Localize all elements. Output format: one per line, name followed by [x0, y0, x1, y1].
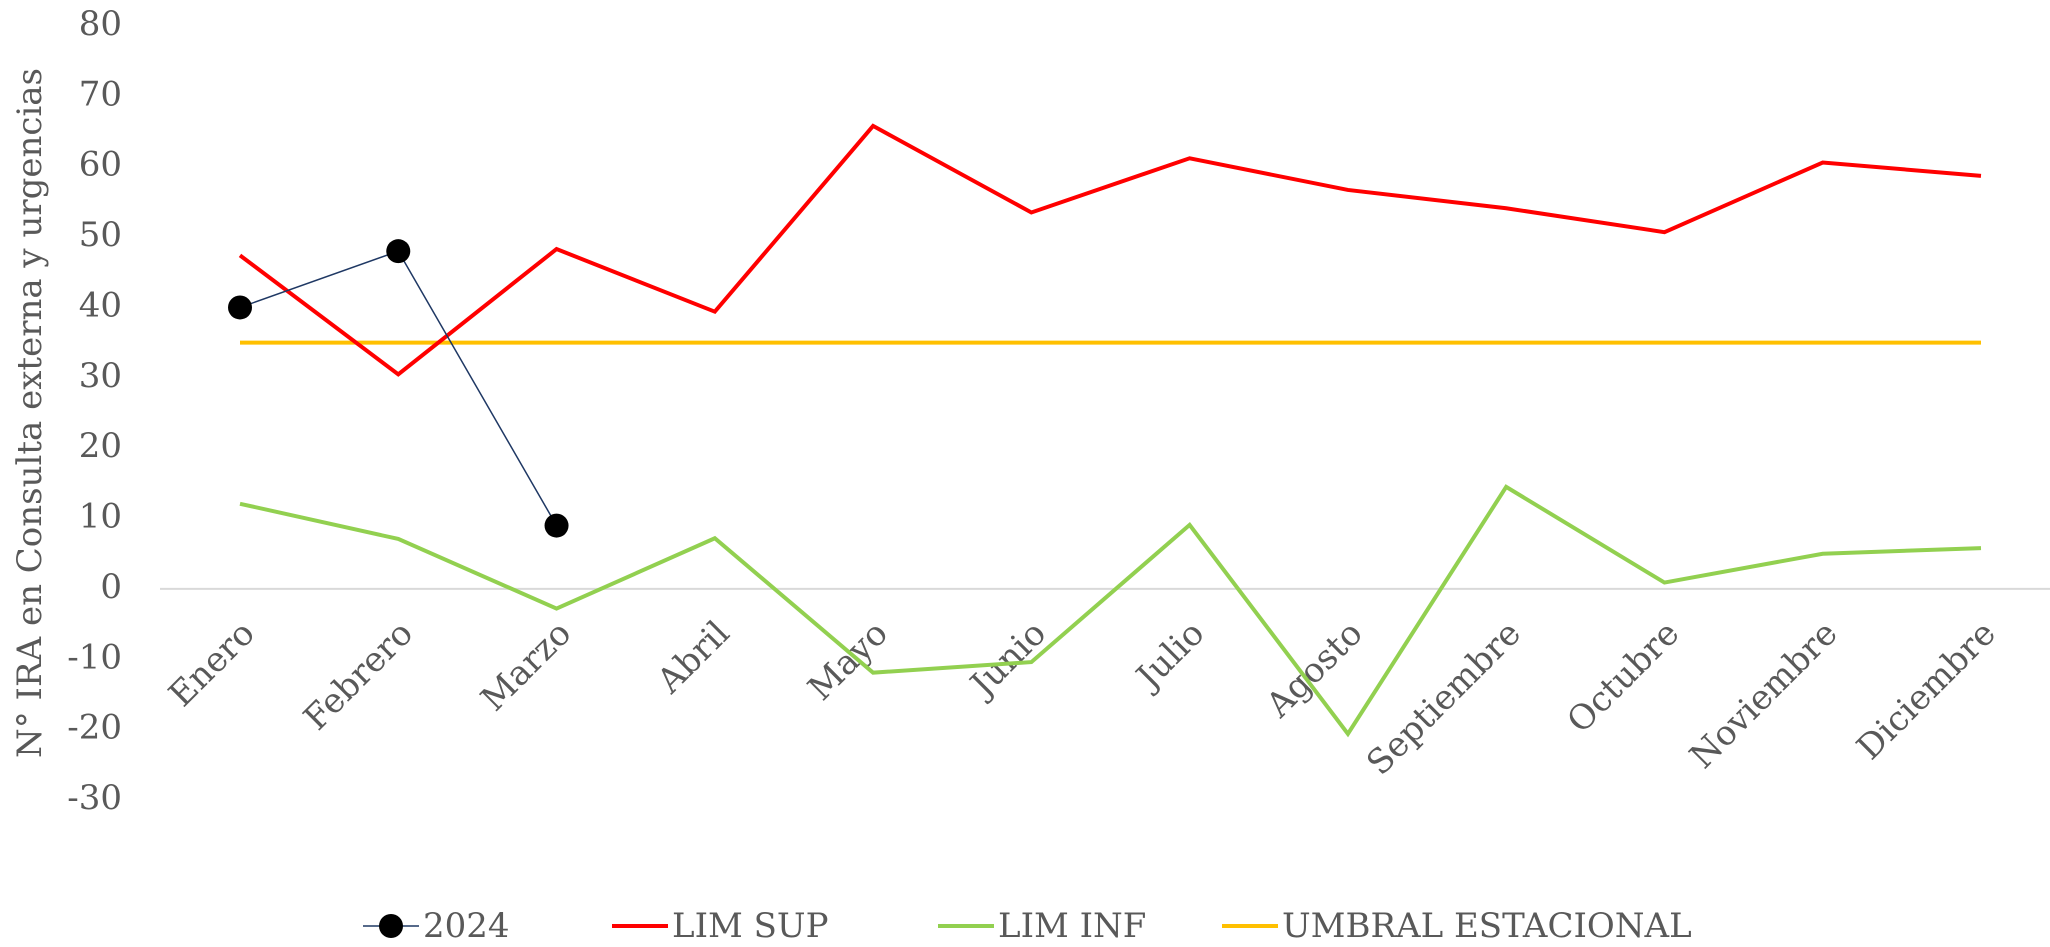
y-tick-label: 10: [79, 497, 122, 537]
legend-marker: [379, 914, 403, 938]
x-tick-label: Septiembre: [1359, 613, 1529, 783]
x-tick-label: Noviembre: [1682, 613, 1845, 776]
x-tick-label: Julio: [1127, 613, 1212, 698]
series-line: [239, 484, 1982, 738]
y-tick-label: 70: [79, 74, 122, 114]
marker: [386, 239, 411, 264]
legend-label: LIM INF: [998, 906, 1146, 946]
x-tick-label: Agosto: [1258, 613, 1371, 726]
marker: [228, 295, 252, 320]
y-tick-label: 60: [79, 145, 122, 185]
y-axis-label: N° IRA en Consulta externa y urgencias: [10, 68, 50, 758]
y-tick-label: -20: [67, 708, 122, 748]
x-tick-label: Marzo: [473, 613, 579, 719]
y-tick-label: -30: [67, 778, 122, 818]
x-tick-label: Febrero: [296, 613, 421, 738]
x-tick-label: Enero: [161, 613, 263, 715]
legend-label: LIM SUP: [672, 906, 828, 946]
y-tick-label: 0: [100, 567, 122, 607]
y-tick-label: 20: [79, 426, 122, 466]
y-tick-label: 40: [79, 285, 122, 325]
y-tick-label: 50: [79, 215, 122, 255]
marker: [544, 513, 569, 538]
series-line: [238, 123, 1982, 377]
x-tick-label: Mayo: [801, 613, 896, 708]
legend-label: 2024: [423, 906, 510, 946]
legend-label: UMBRAL ESTACIONAL: [1282, 906, 1692, 946]
x-tick-label: Junio: [961, 613, 1054, 706]
x-tick-label: Abril: [649, 613, 738, 702]
y-tick-label: 80: [79, 4, 122, 44]
x-tick-label: Diciembre: [1849, 613, 2004, 768]
y-tick-label: -10: [67, 637, 122, 677]
x-tick-label: Octubre: [1559, 613, 1687, 741]
y-tick-label: 30: [79, 356, 122, 396]
